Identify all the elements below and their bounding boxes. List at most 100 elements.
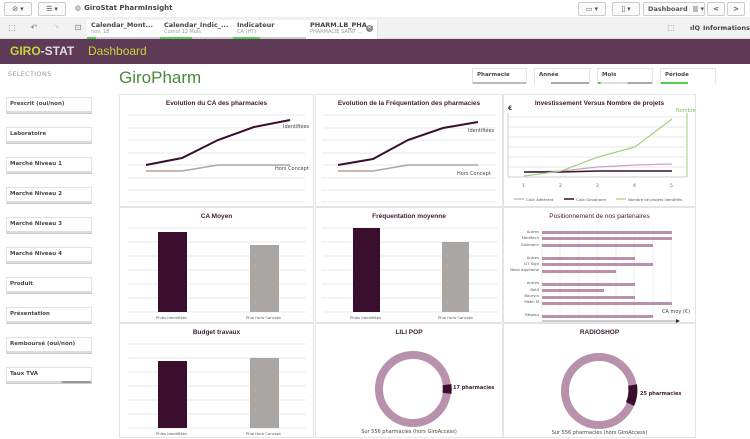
chart-title: CA Moyen	[200, 213, 233, 220]
filter-taux-tva[interactable]: Taux TVA	[6, 367, 92, 383]
x-tick: 2	[559, 184, 562, 189]
donut-chart	[561, 353, 638, 429]
previous-sheet-button[interactable]: <	[707, 2, 725, 16]
filter-marche-niveau-2[interactable]: Marché Niveau 2	[6, 187, 92, 203]
chart-title: Investissement Versus Nombre de projets	[534, 100, 665, 107]
chart-frequentation-evolution[interactable]: Evolution de la Fréquentation des pharma…	[315, 94, 503, 207]
chart-title: Fréquentation moyenne	[372, 213, 446, 220]
horizontal-bar-chart	[541, 228, 680, 323]
filter-label: Marché Niveau 4	[10, 251, 62, 257]
chip-field-value: PHARMACIE SAINT ...	[310, 29, 363, 35]
filter-periode[interactable]: Période	[660, 68, 716, 84]
chevron-down-icon: ▾	[627, 5, 631, 13]
header-title: Dashboard	[88, 44, 147, 58]
selection-chip[interactable]: PHARM.LB_PHA... PHARMACIE SAINT ... ×	[306, 20, 378, 39]
filter-prescrit[interactable]: Prescrit (oui/non)	[6, 97, 92, 113]
filter-label: Pharmacie	[477, 72, 510, 78]
chart-title: Positionnement de nos partenaires	[549, 213, 650, 220]
smart-search-icon[interactable]: ⬚	[8, 23, 16, 32]
device-button[interactable]: ▯ ▾	[612, 2, 640, 16]
filter-mois[interactable]: Mois	[597, 68, 653, 84]
presentation-icon: ▭	[585, 5, 593, 13]
partner-label: Autres	[526, 280, 539, 286]
filter-marche-niveau-3[interactable]: Marché Niveau 3	[6, 217, 92, 233]
chart-ca-evolution[interactable]: Evolution du CA des pharmacies Identifié…	[119, 94, 314, 207]
category-label: Phies identifiées	[156, 431, 188, 436]
sheet-selector[interactable]: Dashboard ▾	[643, 2, 705, 16]
line-chart	[128, 114, 305, 203]
sheet-thumbnail-icon	[692, 6, 699, 12]
clear-all-icon[interactable]: ⊡	[74, 23, 82, 32]
category-label: Phie Hors Concept	[438, 315, 473, 320]
step-forward-icon[interactable]: ↷	[52, 23, 60, 32]
chart-frequentation-moyenne[interactable]: Fréquentation moyenne Phies identifiées …	[315, 207, 503, 323]
chevron-down-icon: ▾	[594, 5, 599, 13]
present-button[interactable]: ▭ ▾	[578, 2, 606, 16]
filter-label: Laboratoire	[10, 131, 47, 137]
filter-annee[interactable]: Année	[534, 68, 590, 84]
filter-label: Marché Niveau 2	[10, 191, 62, 197]
chart-budget-travaux[interactable]: Budget travaux Phies identifiées Phie Ho…	[119, 323, 314, 438]
filter-marche-niveau-1[interactable]: Marché Niveau 1	[6, 157, 92, 173]
filter-produit[interactable]: Produit	[6, 277, 92, 293]
filter-rembourse[interactable]: Remboursé (oui/non)	[6, 337, 92, 353]
filter-label: Mois	[602, 72, 617, 78]
globe-icon: ◍	[75, 4, 82, 12]
filter-marche-niveau-4[interactable]: Marché Niveau 4	[6, 247, 92, 263]
category-label: Phie Hors Concept	[246, 431, 281, 436]
filter-pharmacie[interactable]: Pharmacie	[472, 68, 527, 84]
partner-label: DT Sign	[524, 261, 539, 267]
chart-ca-moyen[interactable]: CA Moyen Phies identifiées Phie Hors Con…	[119, 207, 314, 323]
partner-label: Meditech	[521, 235, 539, 241]
informations-button[interactable]: ılQ Informations	[690, 24, 750, 32]
partner-label: Autres	[526, 254, 539, 260]
bar-chart	[128, 343, 306, 429]
chip-progress	[306, 37, 377, 39]
legend-nombre-projets: Nombre de projets identifiés	[628, 197, 682, 202]
partner-label: Retif	[530, 286, 539, 292]
page-title: GiroPharm	[119, 68, 202, 87]
chart-radioshop[interactable]: RADIOSHOP 25 pharmacies Sur 556 pharmaci…	[503, 323, 696, 438]
next-sheet-button[interactable]: >	[727, 2, 745, 16]
y-axis-label: €	[508, 105, 513, 112]
filter-label: Année	[539, 72, 559, 78]
chart-title: Evolution du CA des pharmacies	[165, 100, 268, 107]
clear-selection-icon[interactable]: ×	[366, 25, 373, 32]
chip-field-name: Calendar_Mont...	[91, 21, 153, 29]
girostat-logo: GIRO-STAT	[10, 44, 74, 58]
selection-tool-icon[interactable]: ⬚	[667, 23, 675, 32]
device-icon: ▯	[621, 5, 626, 13]
donut-caption: Sur 556 pharmacies (hors GiroAccess)	[361, 429, 457, 435]
filter-label: Produit	[10, 281, 33, 287]
y2-axis-label: Nombre	[676, 108, 696, 114]
chip-field-name: Indicateur	[237, 21, 275, 29]
chart-investissement[interactable]: Investissement Versus Nombre de projets …	[503, 94, 696, 207]
step-back-icon[interactable]: ↶	[30, 23, 38, 32]
partner-label: Neon aquitaine	[510, 267, 539, 273]
legend-cout-adherent: Coût Adhérent	[526, 197, 554, 202]
chevron-down-icon: ▾	[54, 5, 58, 13]
filter-presentation[interactable]: Présentation	[6, 307, 92, 323]
sheet-list-button[interactable]: ☰ ▾	[38, 2, 66, 16]
chevron-left-icon: <	[713, 5, 719, 13]
logo-right: -STAT	[40, 44, 75, 58]
line-chart	[322, 114, 496, 203]
filter-laboratoire[interactable]: Laboratoire	[6, 127, 92, 143]
logo-left: GIRO	[10, 44, 41, 58]
line-chart	[507, 113, 688, 200]
navigation-button[interactable]: ⊘ ▾	[4, 2, 32, 16]
series-label-hors-concept: Hors Concept	[457, 171, 491, 177]
x-tick: 1	[522, 184, 525, 189]
chart-lili-pop[interactable]: LILI POP 17 pharmacies Sur 556 pharmacie…	[315, 323, 503, 438]
list-icon: ☰	[46, 5, 53, 13]
x-tick: 4	[633, 184, 636, 189]
x-tick: 3	[596, 184, 599, 189]
filter-label: Remboursé (oui/non)	[10, 341, 76, 347]
top-toolbar: ⊘ ▾ ☰ ▾ ◍ GiroStat PharmInsight ▭ ▾ ▯ ▾ Dash…	[0, 0, 750, 18]
chart-title: RADIOSHOP	[579, 329, 620, 336]
chart-positionnement-partenaires[interactable]: Positionnement de nos partenaires Autres…	[503, 207, 696, 323]
category-label: Phies identifiées	[156, 315, 188, 320]
insights-icon: ılQ	[690, 24, 700, 32]
filter-label: Marché Niveau 3	[10, 221, 62, 227]
filter-label: Période	[665, 72, 689, 78]
